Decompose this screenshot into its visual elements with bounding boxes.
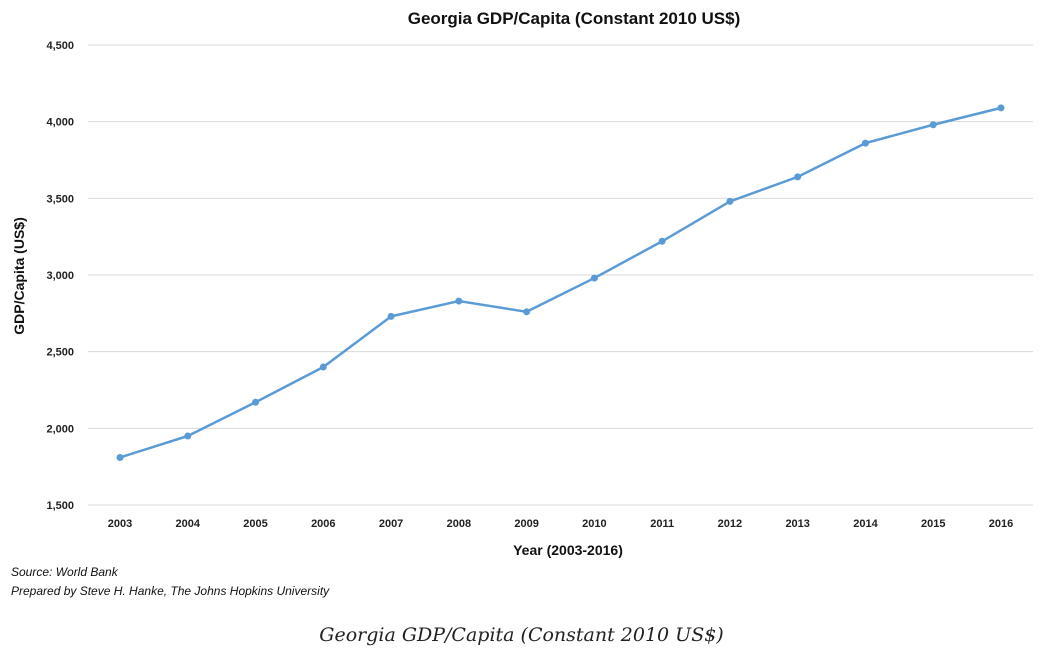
figure-caption: Georgia GDP/Capita (Constant 2010 US$) — [319, 624, 724, 646]
data-point — [319, 363, 327, 371]
data-point — [387, 312, 395, 320]
chart-title: Georgia GDP/Capita (Constant 2010 US$) — [408, 9, 741, 28]
y-tick-label: 2,000 — [46, 423, 74, 435]
y-axis-ticks: 1,500 2,000 2,500 3,000 3,500 4,000 4,500 — [46, 40, 74, 512]
x-tick-label: 2016 — [989, 518, 1013, 530]
x-tick-label: 2008 — [447, 518, 471, 530]
data-point — [658, 237, 666, 245]
data-point — [997, 104, 1005, 112]
y-tick-label: 3,000 — [46, 270, 74, 282]
data-point — [726, 197, 734, 205]
data-point — [184, 432, 192, 440]
x-tick-label: 2013 — [785, 518, 809, 530]
data-point — [929, 121, 937, 129]
series-layer — [116, 104, 1005, 461]
data-point — [861, 139, 869, 147]
data-point — [794, 173, 802, 181]
data-point — [116, 453, 124, 461]
source-note: Source: World Bank — [11, 565, 118, 579]
y-tick-label: 4,500 — [46, 40, 74, 52]
y-tick-label: 2,500 — [46, 347, 74, 359]
x-axis-title: Year (2003-2016) — [513, 542, 623, 558]
gridlines — [88, 44, 1033, 506]
x-tick-label: 2005 — [243, 518, 267, 530]
data-point — [455, 297, 463, 305]
x-axis-ticks: 2003 2004 2005 2006 2007 2008 2009 2010 2011 2012… — [108, 518, 1013, 530]
x-tick-label: 2011 — [650, 518, 674, 530]
data-point — [523, 308, 531, 316]
y-tick-label: 4,000 — [46, 117, 74, 129]
prepared-by-note: Prepared by Steve H. Hanke, The Johns Ho… — [11, 584, 330, 598]
y-tick-label: 1,500 — [46, 500, 74, 512]
data-point — [252, 398, 260, 406]
x-tick-label: 2004 — [176, 518, 201, 530]
x-tick-label: 2009 — [514, 518, 538, 530]
data-point — [590, 274, 598, 282]
series-line — [118, 106, 1003, 459]
line-chart: Georgia GDP/Capita (Constant 2010 US$) 1… — [11, 9, 1033, 558]
x-tick-label: 2010 — [582, 518, 606, 530]
x-tick-label: 2003 — [108, 518, 132, 530]
y-tick-label: 3,500 — [46, 193, 74, 205]
x-tick-label: 2015 — [921, 518, 945, 530]
x-tick-label: 2007 — [379, 518, 403, 530]
x-tick-label: 2006 — [311, 518, 335, 530]
x-tick-label: 2012 — [718, 518, 742, 530]
x-tick-label: 2014 — [853, 518, 878, 530]
y-axis-title: GDP/Capita (US$) — [11, 217, 27, 334]
